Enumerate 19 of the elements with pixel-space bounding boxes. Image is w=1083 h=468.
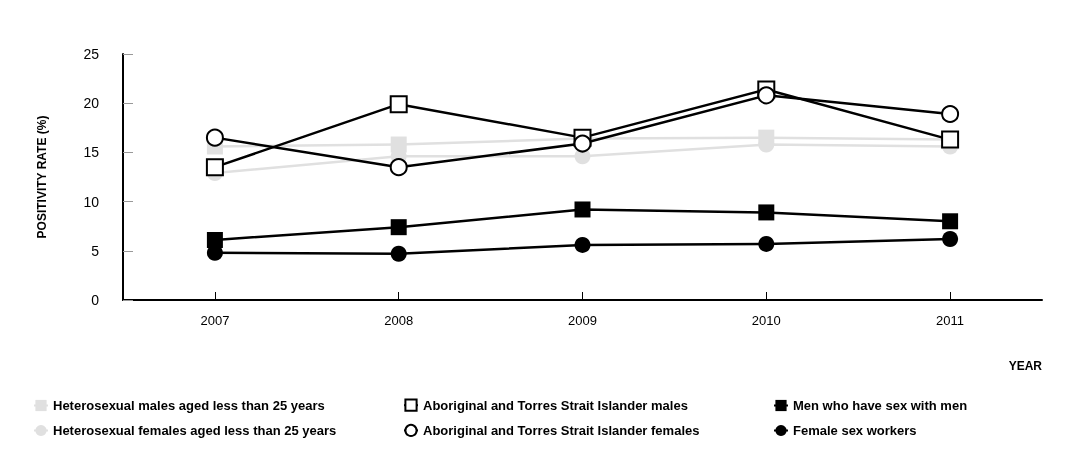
x-tick-label: 2009: [568, 313, 597, 328]
legend-label: Female sex workers: [793, 423, 917, 438]
y-tick-label: 10: [83, 193, 100, 210]
legend-label: Aboriginal and Torres Strait Islander males: [423, 397, 688, 413]
y-tick-label: 15: [83, 144, 100, 161]
x-axis-title: YEAR: [1008, 359, 1043, 373]
legend-label: Aboriginal and Torres Strait Islander females: [423, 422, 700, 438]
y-tick-label: 25: [83, 46, 100, 62]
x-tick-label: 2007: [200, 313, 230, 328]
legend-label: Men who have sex with men: [793, 398, 968, 413]
y-axis-title: POSITIVITY RATE (%): [35, 115, 49, 239]
y-tick-label: 0: [91, 292, 100, 308]
y-tick-label: 5: [91, 242, 100, 259]
legend-label: Heterosexual males aged less than 25 years: [53, 398, 325, 413]
x-tick-label: 2011: [936, 313, 965, 328]
y-tick-label: 20: [83, 95, 100, 112]
x-tick-label: 2008: [384, 313, 414, 328]
legend-label: Heterosexual females aged less than 25 years: [53, 423, 337, 438]
x-tick-label: 2010: [751, 313, 781, 328]
